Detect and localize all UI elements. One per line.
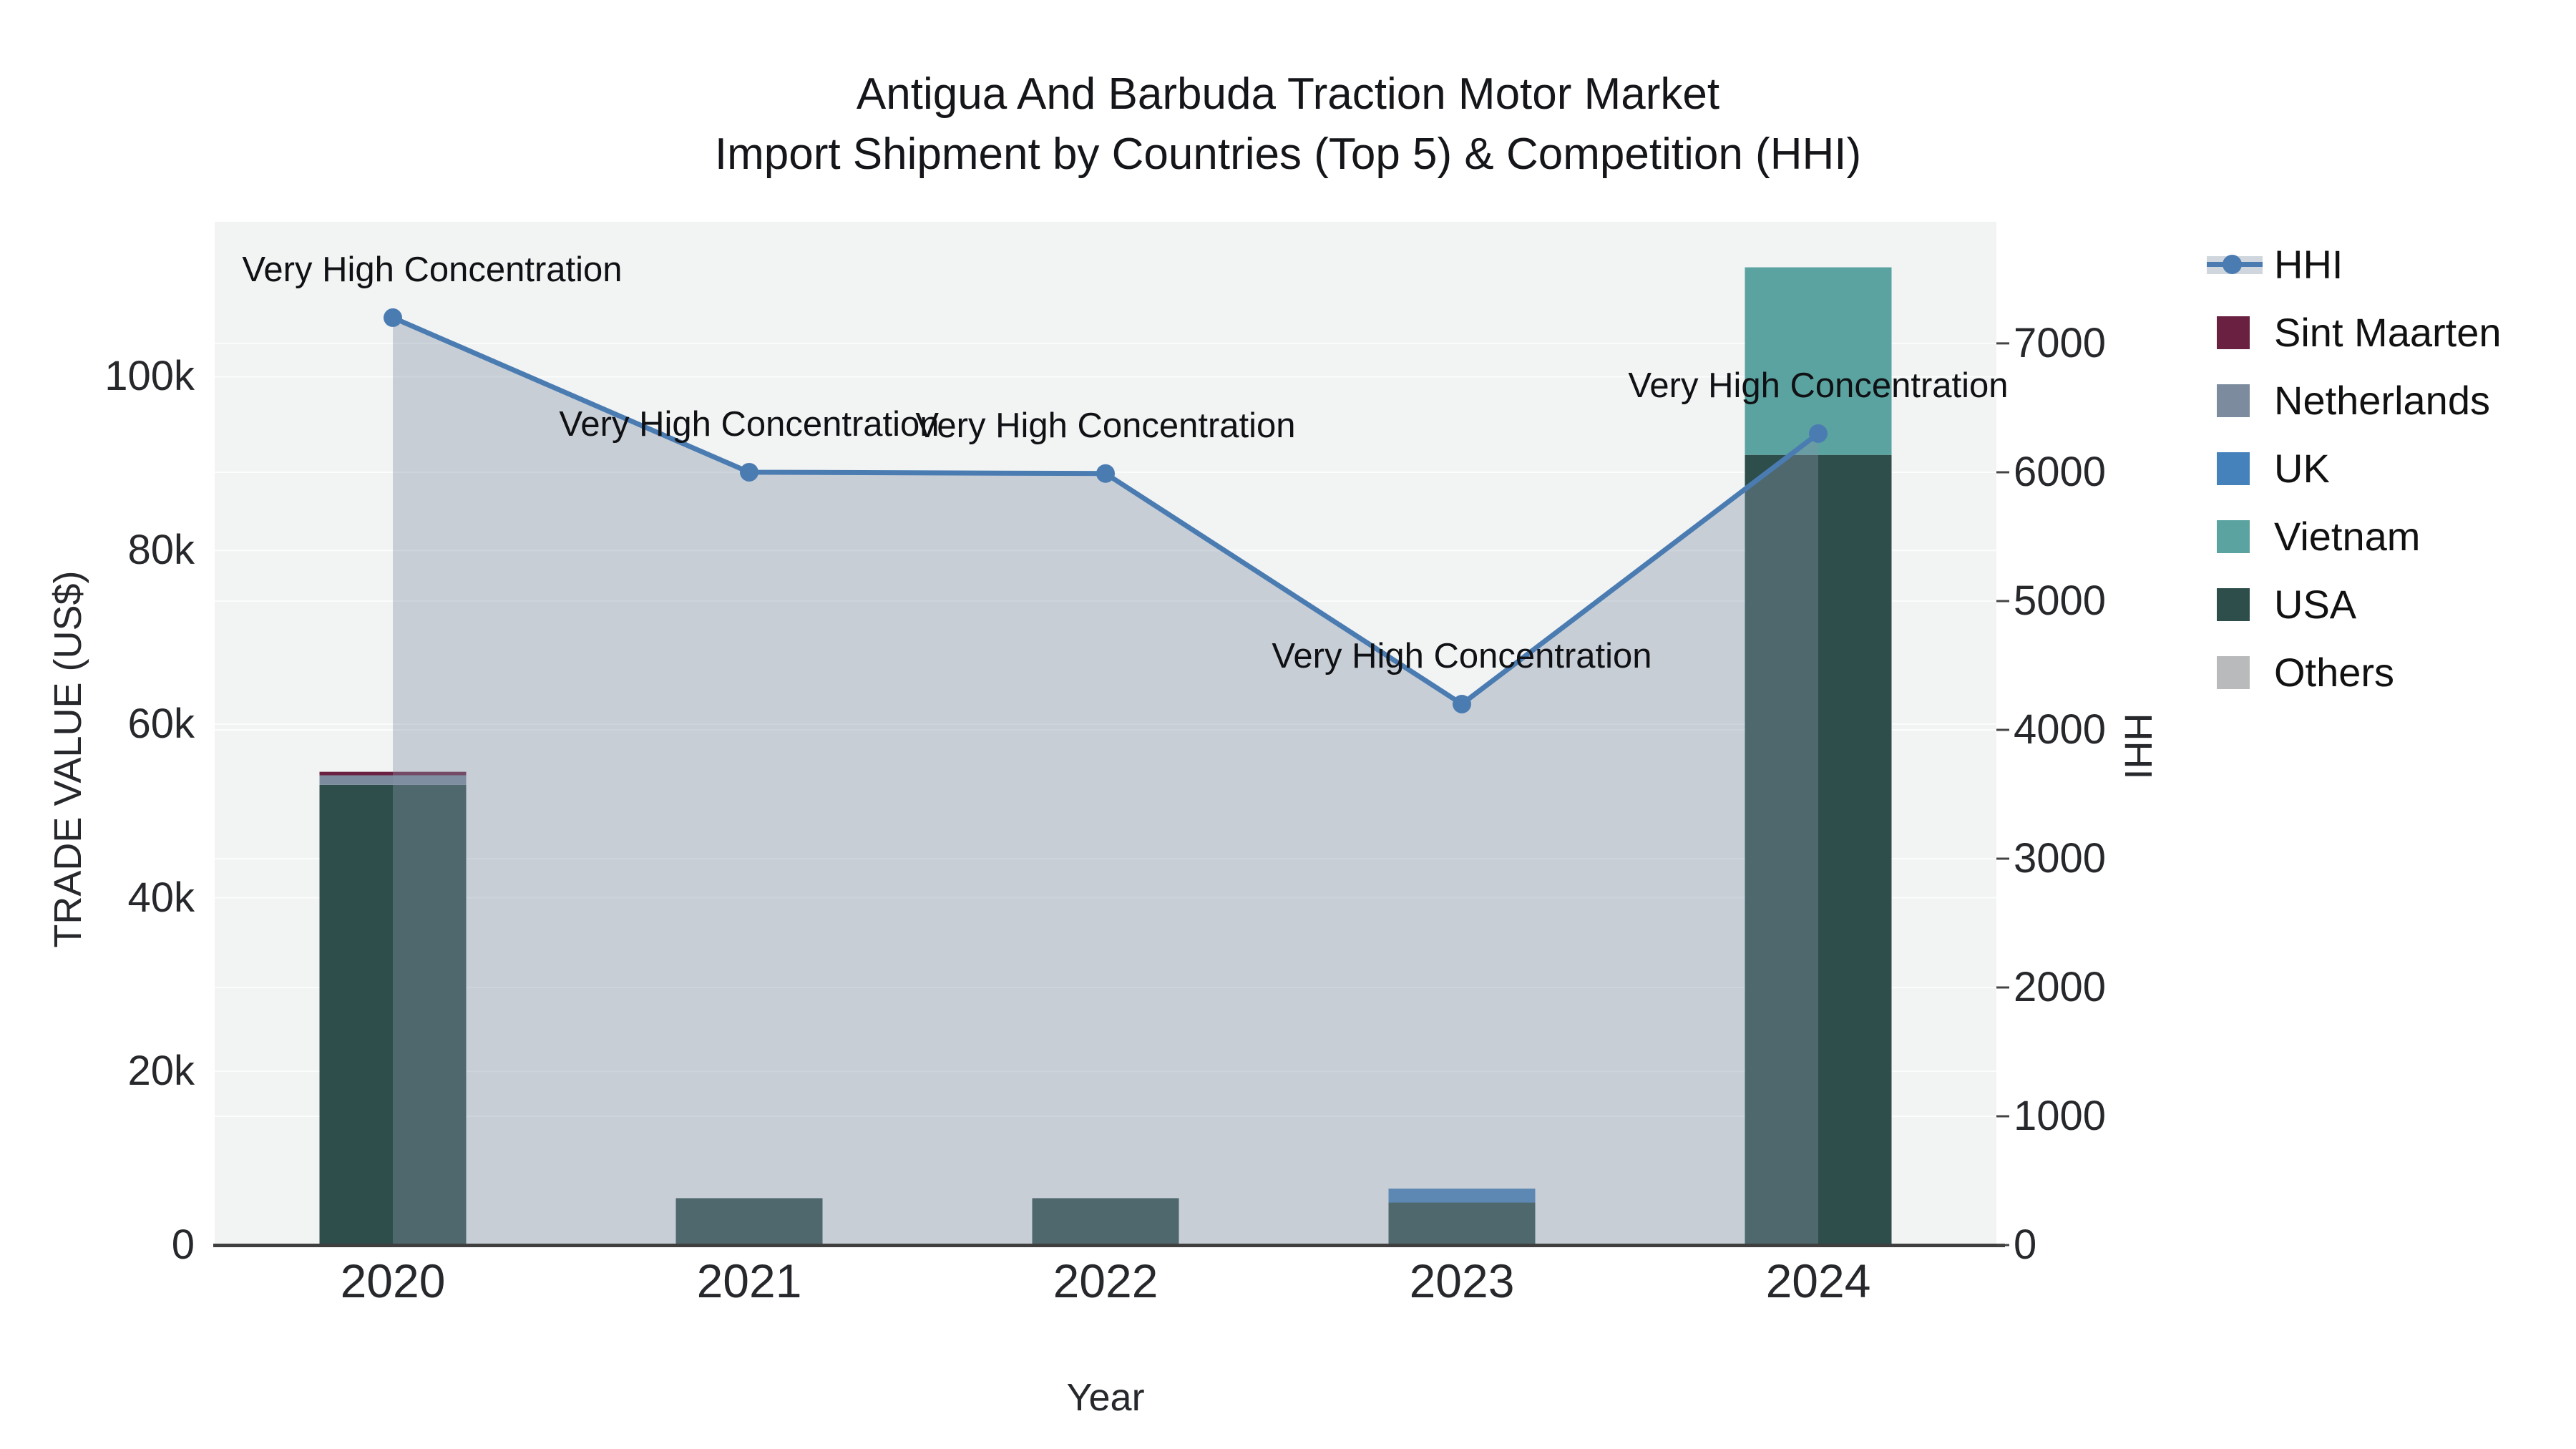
hhi-legend-sample-icon (2207, 245, 2263, 285)
bar-segment-usa-2022[interactable] (1032, 1198, 1179, 1245)
bar-segment-usa-2024[interactable] (1745, 454, 1892, 1245)
left-tick-label-20k: 20k (127, 1048, 195, 1095)
annotation-2024: Very High Concentration (1628, 366, 2009, 405)
x-axis-title: Year (1066, 1376, 1145, 1419)
hhi-marker-2022[interactable] (1096, 464, 1115, 483)
legend-item-uk[interactable]: UK (2207, 434, 2502, 502)
right-tick-label-2000: 2000 (2014, 963, 2107, 1010)
hhi-marker-2023[interactable] (1453, 694, 1471, 713)
annotation-2021: Very High Concentration (559, 404, 940, 444)
x-tick-label-2023: 2023 (1409, 1254, 1515, 1307)
bar-segment-netherlands-2020[interactable] (319, 775, 467, 785)
legend-label: Sint Maarten (2274, 310, 2502, 355)
legend-swatch-usa (2217, 587, 2250, 621)
annotation-2022: Very High Concentration (915, 406, 1296, 445)
legend-item-vietnam[interactable]: Vietnam (2207, 502, 2502, 570)
left-tick-label-0: 0 (171, 1221, 195, 1268)
right-tick-label-6000: 6000 (2014, 448, 2107, 495)
bar-segment-usa-2023[interactable] (1388, 1202, 1536, 1245)
x-tick-label-2024: 2024 (1765, 1254, 1871, 1307)
right-tick-label-1000: 1000 (2014, 1092, 2107, 1139)
hhi-area-fill (393, 317, 1818, 1245)
hhi-marker-2021[interactable] (740, 462, 758, 482)
bar-segment-usa-2020[interactable] (319, 784, 467, 1245)
legend-label: Netherlands (2274, 378, 2490, 423)
legend-label: Vietnam (2274, 514, 2421, 559)
chart-title-line1: Antigua And Barbuda Traction Motor Marke… (856, 69, 1720, 119)
legend: HHI Sint Maarten Netherlands UK Vietnam USA Ot… (2207, 230, 2502, 706)
y-axis-title-right: HHI (2117, 713, 2160, 780)
legend-item-usa[interactable]: USA (2207, 570, 2502, 638)
plot-background (215, 222, 1996, 1245)
chart-title-line2: Import Shipment by Countries (Top 5) & C… (714, 130, 1862, 179)
legend-label: HHI (2274, 242, 2343, 287)
x-axis-line (213, 1244, 2005, 1247)
right-tick-label-5000: 5000 (2014, 577, 2107, 624)
bar-segment-sint-maarten-2020[interactable] (319, 771, 467, 776)
legend-label: UK (2274, 446, 2330, 491)
hhi-marker-swatch (2223, 254, 2242, 274)
left-tick-label-40k: 40k (127, 874, 195, 921)
right-tick-label-7000: 7000 (2014, 319, 2107, 366)
legend-item-sint-maarten[interactable]: Sint Maarten (2207, 298, 2502, 366)
legend-swatch-uk (2217, 452, 2250, 485)
left-tick-label-80k: 80k (127, 527, 195, 574)
x-tick-label-2022: 2022 (1053, 1254, 1158, 1307)
left-tick-label-100k: 100k (104, 353, 195, 400)
right-tick-label-3000: 3000 (2014, 834, 2107, 882)
legend-item-others[interactable]: Others (2207, 638, 2502, 706)
y-axis-title-left: TRADE VALUE (US$) (47, 570, 89, 948)
hhi-marker-2024[interactable] (1809, 424, 1828, 443)
left-tick-label-60k: 60k (127, 700, 195, 747)
bar-segment-uk-2023[interactable] (1388, 1189, 1536, 1203)
x-tick-label-2021: 2021 (696, 1254, 802, 1307)
legend-swatch-sint-maarten (2217, 316, 2250, 349)
legend-item-netherlands[interactable]: Netherlands (2207, 366, 2502, 434)
legend-label: USA (2274, 582, 2357, 627)
bar-segment-usa-2021[interactable] (675, 1198, 823, 1245)
x-tick-label-2020: 2020 (340, 1254, 446, 1307)
legend-swatch-vietnam (2217, 519, 2250, 553)
bar-segment-vietnam-2024[interactable] (1745, 267, 1892, 455)
right-tick-label-0: 0 (2014, 1221, 2037, 1268)
annotation-2020: Very High Concentration (242, 250, 623, 289)
legend-label: Others (2274, 650, 2395, 695)
legend-item-hhi[interactable]: HHI (2207, 230, 2502, 298)
legend-swatch-others (2217, 655, 2250, 689)
right-tick-label-4000: 4000 (2014, 706, 2107, 753)
annotation-2023: Very High Concentration (1272, 636, 1652, 675)
legend-swatch-netherlands (2217, 384, 2250, 417)
hhi-marker-2020[interactable] (384, 308, 402, 327)
